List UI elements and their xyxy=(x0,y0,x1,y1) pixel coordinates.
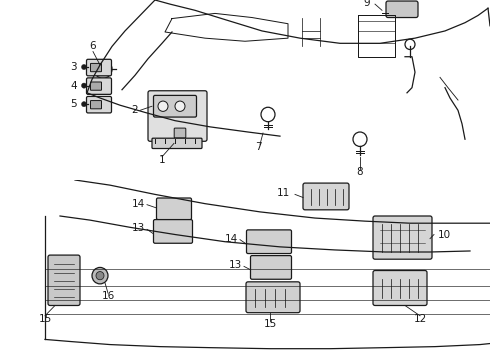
FancyBboxPatch shape xyxy=(87,78,112,94)
FancyBboxPatch shape xyxy=(153,220,193,243)
Text: 4: 4 xyxy=(71,81,77,91)
Text: 16: 16 xyxy=(101,291,115,301)
FancyBboxPatch shape xyxy=(152,138,202,149)
FancyBboxPatch shape xyxy=(303,183,349,210)
Text: 5: 5 xyxy=(71,99,77,109)
Circle shape xyxy=(94,60,112,78)
Text: 1: 1 xyxy=(159,155,165,165)
FancyBboxPatch shape xyxy=(156,198,192,220)
Text: 8: 8 xyxy=(357,167,363,177)
FancyBboxPatch shape xyxy=(48,255,80,306)
Text: 3: 3 xyxy=(71,62,77,72)
Text: 12: 12 xyxy=(414,314,427,324)
Text: 2: 2 xyxy=(131,105,138,115)
FancyBboxPatch shape xyxy=(91,63,101,72)
Text: 14: 14 xyxy=(225,234,238,244)
Text: 13: 13 xyxy=(132,223,145,233)
Circle shape xyxy=(175,101,185,111)
FancyBboxPatch shape xyxy=(246,230,292,253)
Circle shape xyxy=(98,64,108,74)
Circle shape xyxy=(81,102,87,107)
FancyBboxPatch shape xyxy=(153,95,196,117)
Text: 15: 15 xyxy=(38,314,51,324)
FancyBboxPatch shape xyxy=(373,270,427,306)
Circle shape xyxy=(158,101,168,111)
FancyBboxPatch shape xyxy=(386,1,418,18)
Text: 13: 13 xyxy=(229,260,242,270)
Text: 14: 14 xyxy=(132,199,145,209)
FancyBboxPatch shape xyxy=(174,128,186,138)
Circle shape xyxy=(96,271,104,280)
FancyBboxPatch shape xyxy=(250,256,292,279)
Circle shape xyxy=(81,83,87,88)
Text: 9: 9 xyxy=(364,0,370,8)
FancyBboxPatch shape xyxy=(246,282,300,313)
Text: 11: 11 xyxy=(277,188,290,198)
Text: 10: 10 xyxy=(438,230,451,239)
FancyBboxPatch shape xyxy=(148,91,207,141)
FancyBboxPatch shape xyxy=(87,59,112,76)
FancyBboxPatch shape xyxy=(91,100,101,109)
FancyBboxPatch shape xyxy=(373,216,432,259)
Text: 15: 15 xyxy=(264,319,277,329)
FancyBboxPatch shape xyxy=(91,82,101,90)
Circle shape xyxy=(92,267,108,284)
Text: 6: 6 xyxy=(90,41,97,51)
FancyBboxPatch shape xyxy=(87,96,112,113)
Text: 7: 7 xyxy=(255,143,261,153)
Circle shape xyxy=(81,64,87,69)
